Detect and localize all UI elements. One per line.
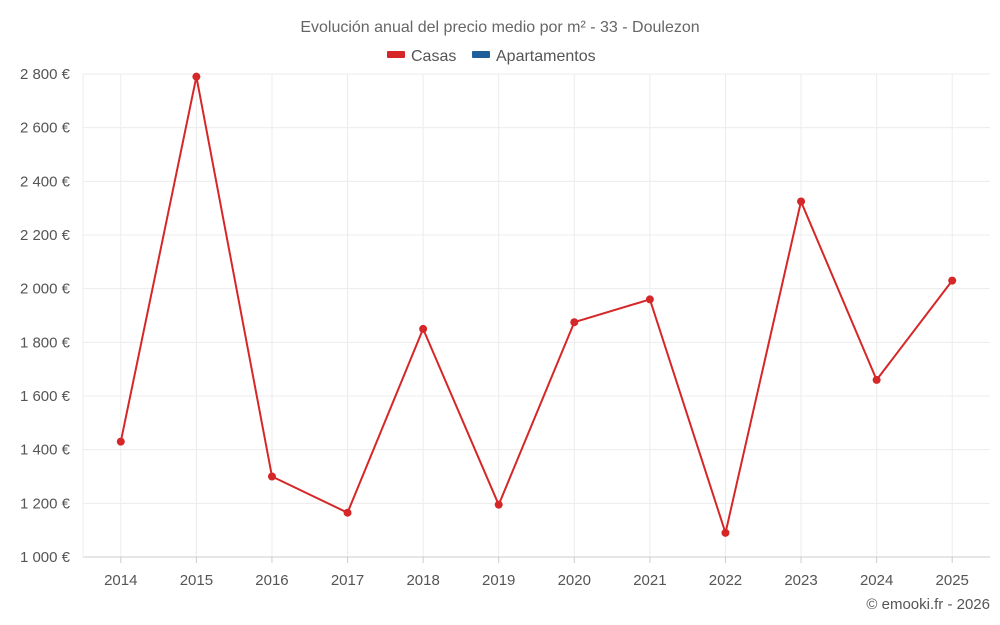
x-tick-label: 2023: [784, 572, 817, 589]
legend-swatch-apartamentos: [472, 51, 490, 58]
y-tick-label: 2 000 €: [20, 281, 71, 298]
legend-item-apartamentos[interactable]: Apartamentos: [472, 48, 596, 65]
series-casas: [116, 72, 957, 537]
data-point-2017[interactable]: [343, 508, 352, 517]
data-point-2022[interactable]: [721, 528, 730, 537]
x-tick-label: 2018: [406, 572, 439, 589]
y-tick-label: 2 200 €: [20, 227, 71, 244]
y-tick-label: 1 400 €: [20, 442, 71, 459]
legend-item-casas[interactable]: Casas: [387, 48, 456, 65]
legend-label-casas: Casas: [411, 48, 456, 65]
data-point-2016[interactable]: [267, 472, 276, 481]
x-tick-label: 2014: [104, 572, 137, 589]
y-axis-tick-labels: 1 000 € 1 200 € 1 400 € 1 600 € 1 800 € 2 000…: [20, 66, 71, 566]
data-point-2020[interactable]: [570, 318, 579, 327]
gridlines: [83, 73, 990, 558]
y-tick-label: 2 400 €: [20, 173, 71, 190]
x-tick-label: 2022: [709, 572, 742, 589]
data-point-2021[interactable]: [645, 295, 654, 304]
credit-text: © emooki.fr - 2026: [866, 596, 990, 613]
data-point-2023[interactable]: [797, 197, 806, 206]
data-point-2018[interactable]: [419, 324, 428, 333]
legend-label-apartamentos: Apartamentos: [496, 48, 596, 65]
x-tick-label: 2025: [936, 572, 969, 589]
y-tick-label: 1 800 €: [20, 334, 71, 351]
y-tick-label: 1 200 €: [20, 495, 71, 512]
data-point-2019[interactable]: [494, 500, 503, 509]
x-tick-label: 2016: [255, 572, 288, 589]
x-tick-label: 2017: [331, 572, 364, 589]
x-tick-label: 2024: [860, 572, 893, 589]
y-tick-label: 2 600 €: [20, 120, 71, 137]
y-tick-label: 1 600 €: [20, 388, 71, 405]
data-point-2024[interactable]: [872, 375, 881, 384]
x-tick-label: 2019: [482, 572, 515, 589]
x-axis-tick-labels: 2014 2015 2016 2017 2018 2019 2020 2021 2022 2023…: [104, 572, 969, 589]
x-tick-label: 2020: [558, 572, 591, 589]
y-tick-label: 1 000 €: [20, 549, 71, 566]
data-point-2014[interactable]: [116, 437, 125, 446]
x-tick-label: 2021: [633, 572, 666, 589]
data-point-2015[interactable]: [192, 72, 201, 81]
legend[interactable]: Casas Apartamentos: [387, 48, 596, 65]
axes: [82, 74, 990, 563]
x-tick-label: 2015: [180, 572, 213, 589]
data-point-2025[interactable]: [948, 276, 957, 285]
y-tick-label: 2 800 €: [20, 66, 71, 83]
series-line-casas: [119, 75, 953, 534]
chart-title: Evolución anual del precio medio por m² …: [300, 19, 699, 36]
legend-swatch-casas: [387, 51, 405, 58]
